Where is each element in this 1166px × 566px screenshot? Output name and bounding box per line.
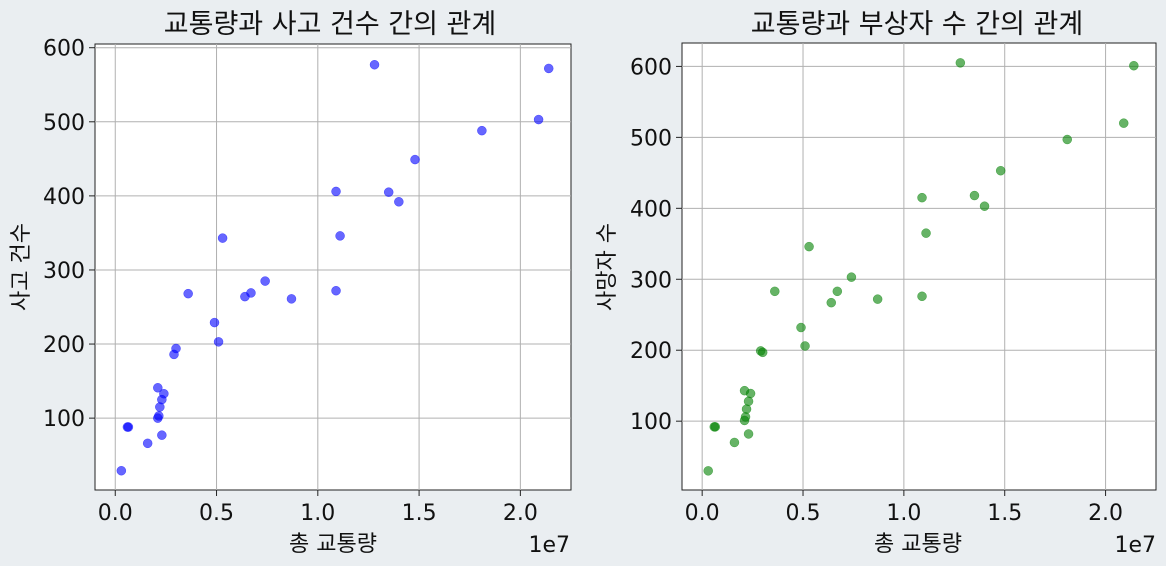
data-point	[1118, 118, 1129, 128]
data-point	[209, 317, 220, 328]
chart-title: 교통량과 부상자 수 간의 관계	[751, 9, 1083, 40]
data-point	[872, 294, 883, 304]
data-point	[171, 343, 181, 354]
data-point	[729, 437, 740, 448]
data-point	[331, 186, 341, 197]
data-point	[394, 197, 404, 207]
data-point	[159, 388, 169, 399]
data-point	[846, 272, 857, 282]
data-point	[153, 383, 163, 393]
data-point	[1062, 134, 1073, 145]
accidents-scatter-panel: 교통량과 사고 건수 간의 관계 0.0 0.5 1.0 1.5 2.0 100 200 30…	[9, 9, 572, 558]
data-point	[921, 228, 931, 238]
x-tick-label: 2.0	[503, 501, 538, 526]
y-tick-label: 100	[43, 407, 85, 432]
x-tick-label: 0.0	[98, 501, 133, 526]
data-point	[286, 294, 297, 304]
data-point	[123, 422, 134, 432]
y-axis-label: 사고 건수	[9, 223, 34, 311]
x-tick-label: 1.5	[402, 501, 437, 526]
data-point	[369, 59, 380, 70]
y-tick-label: 200	[43, 333, 85, 358]
data-point	[543, 63, 554, 74]
data-point	[1129, 60, 1139, 71]
data-point	[410, 154, 420, 165]
data-point	[260, 276, 270, 286]
data-point	[770, 286, 780, 297]
y-axis-label: 사망자 수	[595, 223, 620, 311]
data-point	[335, 231, 345, 241]
plot-area	[681, 42, 1157, 491]
data-point	[917, 291, 927, 302]
data-point	[331, 285, 341, 296]
y-tick-label: 600	[43, 37, 85, 62]
data-point	[710, 422, 721, 432]
data-point	[743, 396, 754, 407]
y-tick-label: 600	[630, 55, 672, 80]
plot-area	[94, 43, 572, 491]
x-axis-multiplier: 1e7	[1114, 533, 1156, 558]
data-point	[217, 233, 228, 243]
y-tick-label: 500	[630, 126, 672, 151]
data-point	[157, 430, 167, 440]
x-tick-label: 2.0	[1088, 501, 1123, 526]
x-tick-label: 1.5	[987, 501, 1022, 526]
y-tick-label: 300	[43, 259, 85, 284]
data-point	[917, 192, 927, 203]
data-point	[703, 466, 713, 476]
y-tick-label: 500	[43, 111, 85, 136]
data-point	[154, 411, 164, 421]
data-point	[826, 297, 837, 308]
x-axis-label: 총 교통량	[874, 532, 962, 557]
data-point	[745, 388, 756, 399]
data-point	[995, 165, 1006, 176]
data-point	[796, 322, 806, 333]
y-tick-label: 300	[630, 268, 672, 293]
data-point	[804, 241, 814, 252]
data-point	[979, 201, 990, 211]
chart-title: 교통량과 사고 건수 간의 관계	[164, 9, 496, 40]
data-point	[800, 341, 810, 351]
x-tick-label: 0.5	[786, 501, 821, 526]
data-point	[383, 187, 394, 197]
data-point	[116, 465, 127, 476]
data-point	[740, 412, 751, 422]
data-point	[183, 288, 193, 299]
data-point	[142, 438, 153, 449]
y-tick-label: 200	[630, 339, 672, 364]
x-axis-label: 총 교통량	[289, 532, 377, 557]
data-point	[955, 58, 966, 68]
x-tick-label: 1.0	[300, 501, 335, 526]
data-point	[741, 404, 752, 414]
y-tick-label: 400	[630, 197, 672, 222]
x-tick-label: 1.0	[886, 501, 921, 526]
data-point	[757, 347, 768, 358]
y-tick-label: 400	[43, 185, 85, 210]
data-point	[969, 190, 980, 201]
data-point	[213, 337, 224, 347]
y-tick-label: 100	[630, 410, 672, 435]
data-point	[477, 125, 487, 136]
x-axis-multiplier: 1e7	[528, 533, 570, 558]
x-tick-label: 0.0	[685, 501, 720, 526]
data-point	[832, 286, 843, 297]
data-point	[743, 429, 754, 439]
injuries-scatter-panel: 교통량과 부상자 수 간의 관계 0.0 0.5 1.0 1.5 2.0 100 200 30…	[595, 9, 1157, 558]
x-tick-label: 0.5	[199, 501, 234, 526]
data-point	[246, 288, 256, 298]
data-point	[533, 114, 544, 125]
